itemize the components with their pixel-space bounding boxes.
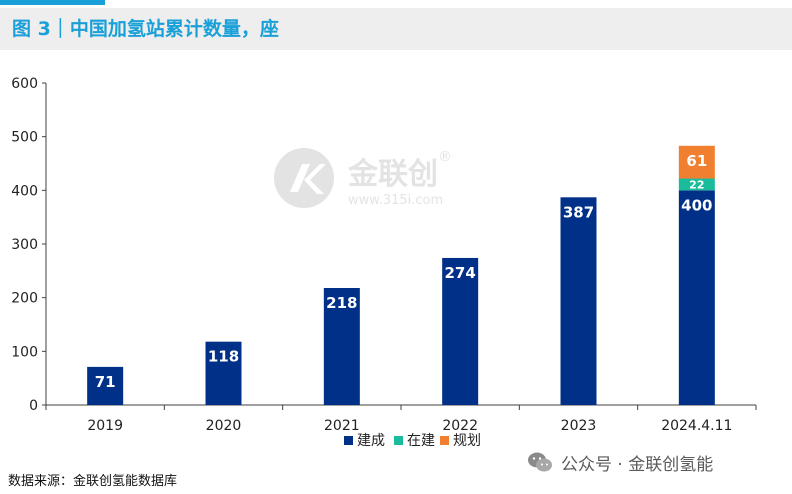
x-tick-label: 2021 — [324, 418, 360, 434]
bar-segment — [442, 257, 479, 405]
legend-swatch — [440, 436, 449, 445]
y-tick-label: 400 — [11, 183, 38, 199]
bar-data-label: 387 — [563, 203, 594, 221]
bar-data-label: 400 — [681, 196, 712, 214]
source-note: 数据来源：金联创氢能数据库 — [8, 474, 178, 489]
legend-label: 建成 — [357, 433, 385, 449]
chart-axes: 0 100 200 300 400 500 600 2019 2020 2021 2022 2023 2… — [11, 76, 757, 434]
bar-data-label: 22 — [689, 178, 704, 191]
legend-swatch — [394, 436, 403, 445]
brand-name: 金联创 — [348, 156, 438, 192]
wechat-icon — [528, 452, 552, 472]
legend-label: 规划 — [453, 433, 481, 449]
top-accent-bar — [0, 0, 105, 5]
brand-url: www.315i.com — [348, 192, 444, 208]
bar-data-label: 61 — [686, 152, 707, 170]
x-tick-label: 2019 — [87, 418, 123, 434]
brand-watermark: 金联创® www.315i.com — [268, 146, 452, 210]
y-tick-label: 600 — [11, 76, 38, 92]
bar-data-label: 71 — [95, 373, 116, 391]
header-band — [0, 8, 792, 50]
bar-segment — [323, 288, 360, 405]
chart-data-labels: 71 118 218 274 387 400 22 61 — [95, 152, 713, 391]
bar-segment — [560, 197, 597, 405]
bar-data-label: 274 — [445, 264, 476, 282]
account-watermark: 公众号 · 金联创氢能 — [527, 449, 713, 475]
bar-segment — [678, 145, 715, 179]
account-name: 公众号 · 金联创氢能 — [561, 454, 714, 475]
figure-title: 图 3｜中国加氢站累计数量，座 — [12, 18, 279, 40]
x-tick-label: 2023 — [561, 418, 597, 434]
legend-label: 在建 — [407, 433, 435, 449]
brand-logo-icon — [274, 148, 334, 208]
y-tick-label: 200 — [11, 291, 38, 307]
y-tick-label: 0 — [29, 398, 38, 414]
bar-segment — [678, 190, 715, 405]
bar-data-label: 218 — [326, 294, 357, 312]
y-tick-label: 300 — [11, 237, 38, 253]
bar-segment — [87, 366, 124, 405]
bar-data-label: 118 — [208, 348, 239, 366]
chart-legend: 建成 在建 规划 — [344, 433, 481, 449]
x-tick-label: 2024.4.11 — [661, 418, 732, 434]
bar-segment — [205, 341, 242, 405]
x-tick-label: 2020 — [206, 418, 242, 434]
legend-swatch — [344, 436, 353, 445]
registered-mark: ® — [438, 148, 452, 165]
chart-bars — [87, 145, 715, 405]
bar-segment — [678, 178, 715, 191]
y-tick-label: 100 — [11, 344, 38, 360]
x-tick-label: 2022 — [442, 418, 478, 434]
y-tick-label: 500 — [11, 130, 38, 146]
